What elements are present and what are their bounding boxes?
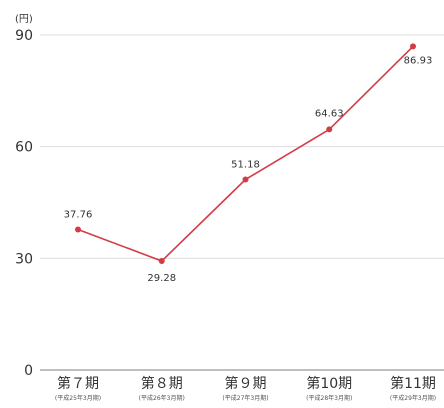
y-unit-label: (円) bbox=[15, 14, 33, 25]
y-tick-label: 30 bbox=[15, 251, 33, 267]
y-tick-label: 0 bbox=[24, 363, 33, 379]
y-axis-ticks: 0 30 60 90 bbox=[15, 28, 33, 379]
y-tick-label: 90 bbox=[15, 28, 33, 44]
series-line bbox=[77, 45, 414, 262]
data-label: 64.63 bbox=[315, 108, 344, 119]
x-category-sublabel: (平成27年3月期) bbox=[222, 394, 268, 402]
data-points bbox=[75, 43, 416, 265]
data-point bbox=[158, 258, 165, 265]
data-label: 86.93 bbox=[404, 55, 433, 66]
data-point bbox=[75, 226, 81, 233]
data-label: 51.18 bbox=[231, 159, 260, 170]
data-point bbox=[410, 43, 416, 50]
y-tick-label: 60 bbox=[15, 140, 33, 156]
data-label: 37.76 bbox=[64, 209, 93, 220]
x-category-label: 第７期 bbox=[57, 375, 99, 392]
data-point bbox=[326, 126, 333, 133]
x-category-label: 第９期 bbox=[225, 375, 267, 392]
x-category-label: 第10期 bbox=[306, 375, 352, 392]
x-category-sublabel: (平成26年3月期) bbox=[139, 394, 185, 402]
data-point bbox=[242, 176, 249, 183]
x-category-label: 第８期 bbox=[141, 375, 183, 392]
x-category-sublabel: (平成29年3月期) bbox=[390, 394, 436, 402]
series-line-group bbox=[77, 45, 414, 262]
x-category-sublabel: (平成28年3月期) bbox=[306, 394, 352, 402]
grid-lines bbox=[40, 34, 444, 371]
x-category-sublabel: (平成25年3月期) bbox=[55, 394, 101, 402]
data-labels: 37.76 29.28 51.18 64.63 86.93 bbox=[64, 55, 433, 284]
x-axis-categories: 第７期 (平成25年3月期) 第８期 (平成26年3月期) 第９期 (平成27年3月期) 第… bbox=[55, 375, 436, 402]
x-category-label: 第11期 bbox=[390, 375, 436, 392]
data-label: 29.28 bbox=[147, 273, 176, 284]
